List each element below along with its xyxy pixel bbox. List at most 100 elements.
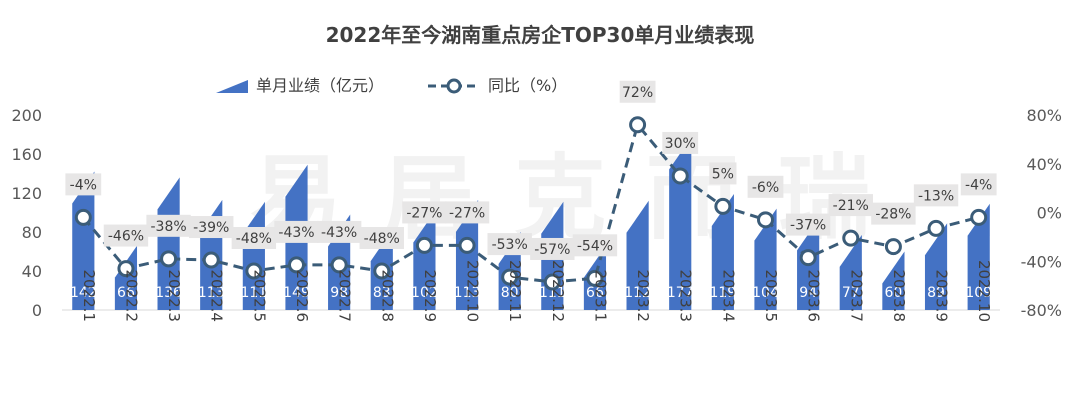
y-left-tick: 120 [11, 184, 42, 203]
bar-value-label: 80 [501, 285, 519, 301]
yoy-label: -6% [752, 180, 779, 196]
yoy-label: 5% [712, 166, 734, 182]
bar [114, 245, 138, 310]
x-tick-label: 2022.3 [165, 270, 183, 323]
y-left-tick: 0 [32, 301, 42, 320]
y-left-tick: 200 [11, 106, 42, 125]
bar-value-label: 113 [454, 285, 481, 301]
bar-value-label: 136 [155, 285, 182, 301]
yoy-marker [884, 238, 902, 256]
bar-value-label: 104 [752, 285, 779, 301]
bar-labels: 142 66 136 113 111 149 98 83 102 113 80 111 66 112 177… [70, 285, 992, 301]
bar [882, 251, 905, 310]
y-left-tick: 40 [22, 262, 42, 281]
bar-value-label: 94 [799, 285, 817, 301]
yoy-marker [117, 260, 135, 278]
x-tick-label: 2022.9 [421, 270, 439, 323]
yoy-marker [970, 208, 988, 226]
yoy-marker [288, 256, 305, 274]
yoy-marker [74, 208, 92, 226]
bar-value-label: 111 [539, 285, 566, 301]
yoy-label: -28% [875, 207, 911, 223]
yoy-label: 30% [665, 136, 696, 152]
bar [455, 199, 479, 310]
legend-line-marker [446, 78, 462, 94]
yoy-label-box [530, 237, 575, 260]
yoy-label: -27% [406, 205, 442, 221]
yoy-label-box [747, 175, 784, 198]
yoy-label-box [316, 220, 362, 243]
yoy-label: -43% [278, 225, 314, 241]
yoy-label-box [444, 201, 490, 224]
yoy-label-box [402, 201, 447, 224]
yoy-label: -4% [70, 177, 97, 193]
bar [157, 177, 180, 310]
y-left-tick: 80 [22, 223, 42, 242]
yoy-label-box [231, 227, 277, 249]
bar [72, 171, 95, 310]
x-tick-label: 2022.12 [549, 260, 567, 322]
bar-value-label: 89 [927, 285, 945, 301]
yoy-marker [586, 269, 604, 287]
bar-value-label: 66 [586, 285, 604, 301]
yoy-marker [629, 116, 647, 134]
yoy-polyline [82, 121, 980, 284]
x-tick-label: 2022.10 [464, 260, 482, 322]
yoy-label-box [619, 80, 656, 103]
x-tick-label: 2022.11 [506, 260, 524, 322]
bar-value-label: 111 [240, 285, 267, 301]
bar-value-label: 177 [667, 285, 694, 301]
bar-value-label: 149 [283, 285, 310, 301]
legend-bar-label: 单月业绩（亿元） [256, 76, 384, 95]
x-tick-label: 2022.6 [293, 270, 311, 323]
yoy-marker [501, 268, 519, 286]
yoy-label: -46% [108, 229, 144, 245]
bar-value-label: 119 [709, 285, 736, 301]
yoy-marker [330, 256, 348, 274]
yoy-label: -43% [321, 225, 357, 241]
x-tick-label: 2022.1 [80, 270, 98, 323]
yoy-label: -48% [364, 231, 400, 247]
yoy-label-box [960, 173, 997, 196]
bar-value-label: 102 [411, 285, 438, 301]
x-tick-label: 2023.7 [847, 270, 865, 323]
yoy-label-box [189, 216, 234, 239]
y-left-tick: 160 [11, 145, 42, 164]
bar [839, 234, 862, 310]
bar-value-label: 142 [70, 285, 97, 301]
yoy-line [74, 116, 988, 291]
yoy-marker [160, 250, 178, 268]
x-tick-label: 2023.2 [634, 270, 652, 323]
bar-value-label: 60 [884, 285, 902, 301]
y-right-tick: 0% [1037, 204, 1062, 223]
bar-value-label: 98 [330, 285, 348, 301]
y-right-tick: 80% [1026, 106, 1062, 125]
bar [413, 210, 436, 310]
x-tick-label: 2023.3 [677, 270, 695, 323]
bar-value-label: 109 [965, 285, 992, 301]
yoy-label: -4% [965, 177, 992, 193]
yoy-marker [245, 262, 263, 280]
yoy-marker [927, 219, 945, 237]
yoy-marker [202, 251, 220, 269]
yoy-label-box [274, 220, 319, 243]
x-tick-label: 2022.5 [250, 270, 268, 323]
yoy-label-box [359, 227, 404, 249]
bar [711, 193, 734, 310]
yoy-label-box [871, 202, 916, 225]
yoy-marker [799, 249, 817, 267]
yoy-marker [415, 236, 433, 254]
y-right-tick: -80% [1021, 301, 1062, 320]
yoy-label: -13% [918, 188, 954, 204]
bar-value-label: 66 [117, 285, 135, 301]
yoy-label: -53% [492, 237, 528, 253]
yoy-label: -21% [833, 198, 869, 214]
yoy-marker [458, 236, 476, 254]
yoy-marker [671, 167, 689, 185]
pct-labels: -4%-46%-38% -39%-48% -43% -43% -48%-27% -27%-… [65, 80, 997, 260]
x-tick-label: 2023.4 [719, 270, 737, 323]
yoy-label-box [146, 214, 191, 237]
yoy-label-box [103, 224, 149, 247]
y-right-tick: -40% [1021, 252, 1062, 271]
